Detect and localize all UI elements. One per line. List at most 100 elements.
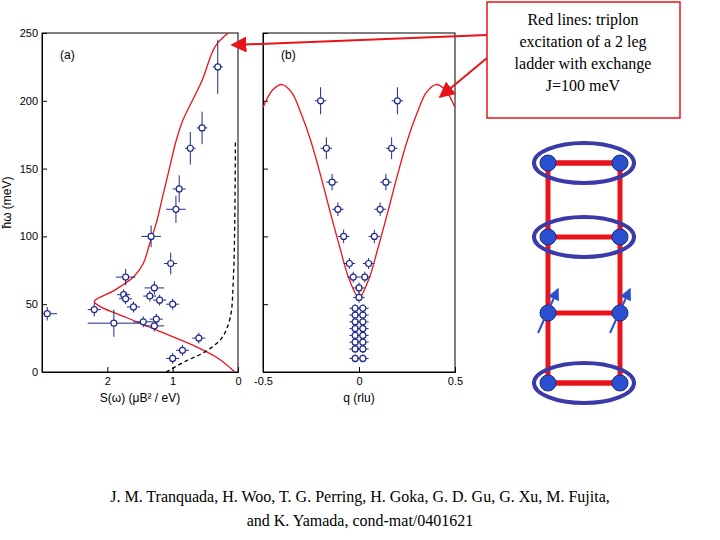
point: [360, 355, 366, 361]
x-axis-line: [264, 367, 456, 373]
x-axis-line: [43, 367, 239, 373]
point: [168, 261, 174, 267]
point: [179, 347, 185, 353]
line: [94, 33, 234, 372]
point: [356, 285, 362, 291]
y-axis-line: [43, 34, 48, 373]
point: [44, 311, 50, 317]
figure: 210050100150200250(a)S(ω) (μB² / eV)ħω (…: [0, 0, 720, 540]
y-tick-mark: [42, 101, 47, 102]
plot-frame: [42, 33, 238, 372]
callout-box: [487, 2, 680, 118]
point: [153, 316, 159, 322]
point: [157, 297, 163, 303]
point: [148, 233, 154, 239]
x-tick: 0: [235, 367, 241, 387]
point: [329, 179, 335, 185]
y-tick-mark: [263, 372, 268, 373]
point: [151, 285, 157, 291]
point: [356, 294, 362, 300]
point: [350, 274, 356, 280]
x-axis: -0.5 0 0.5: [254, 367, 463, 387]
y-tick-label: 250: [20, 27, 38, 39]
point: [360, 326, 366, 332]
ladder-diagram: [534, 143, 634, 403]
callout-arrow: [232, 35, 487, 45]
spin-site: [612, 229, 628, 245]
y-tick-mark: [42, 236, 47, 237]
x-tick-label: 0: [356, 375, 362, 387]
point: [362, 274, 368, 280]
spin-site: [540, 155, 556, 171]
x-tick-label: 2: [105, 375, 111, 387]
point: [360, 346, 366, 352]
plot-frame: [263, 33, 455, 372]
spin-arrow: [610, 289, 630, 333]
x-axis-title: q (rlu): [343, 391, 374, 405]
point: [389, 145, 395, 151]
point: [360, 312, 366, 318]
point: [323, 145, 329, 151]
panel-label: (a): [60, 48, 75, 62]
point: [196, 335, 202, 341]
plot-area: [42, 33, 235, 372]
point: [360, 305, 366, 311]
point: [173, 206, 179, 212]
point: [318, 98, 324, 104]
ladder-rung: [548, 381, 620, 386]
y-axis-title: ħω (meV): [0, 176, 14, 228]
y-tick: 100: [20, 230, 47, 242]
y-tick-mark: [263, 236, 268, 237]
point: [383, 179, 389, 185]
y-tick-mark: [263, 169, 268, 170]
point: [360, 319, 366, 325]
y-axis-line: [264, 34, 269, 373]
callout-text: ladder with exchange: [515, 55, 652, 73]
callout-text: Red lines: triplon: [527, 11, 638, 29]
point: [123, 296, 129, 302]
point: [341, 233, 347, 239]
y-tick: [263, 236, 268, 237]
y-tick-mark: [263, 33, 268, 34]
point: [377, 206, 383, 212]
point: [147, 293, 153, 299]
spin-site: [612, 155, 628, 171]
ladder-rung: [548, 235, 620, 240]
point: [394, 98, 400, 104]
point: [360, 339, 366, 345]
panel: -0.5 0 0.5 (b) q (rlu): [254, 33, 463, 405]
point: [371, 233, 377, 239]
y-tick: 150: [20, 163, 47, 175]
x-tick-label: -0.5: [254, 375, 273, 387]
point: [91, 307, 97, 313]
x-tick-label: 1: [170, 375, 176, 387]
callout-text: J=100 meV: [546, 77, 621, 94]
point: [176, 186, 182, 192]
ladder-frame: [548, 163, 620, 383]
y-tick: 50: [26, 298, 47, 310]
ladder-rung: [548, 161, 620, 166]
x-tick: 0.5: [448, 367, 463, 387]
point: [140, 319, 146, 325]
x-tick: 2: [105, 367, 111, 387]
y-tick-label: 50: [26, 298, 38, 310]
y-tick: 250: [20, 27, 47, 39]
scatter-series: [315, 87, 403, 362]
point: [111, 320, 117, 326]
x-tick-mark: [238, 367, 239, 372]
spin-site: [612, 375, 628, 391]
spin-site: [540, 375, 556, 391]
panel: 210050100150200250(a)S(ω) (μB² / eV)ħω (…: [0, 27, 242, 405]
x-tick-mark: [359, 367, 360, 372]
singlet-ellipse: [534, 363, 634, 403]
y-tick-mark: [42, 372, 47, 373]
point: [335, 206, 341, 212]
panel-label: (b): [281, 48, 296, 62]
y-tick: 200: [20, 95, 47, 107]
point: [346, 261, 352, 267]
y-axis: 050100150200250: [20, 27, 47, 378]
scatter-series: [42, 40, 223, 364]
singlet-ellipse: [534, 217, 634, 257]
citation: J. M. Tranquada, H. Woo, T. G. Perring, …: [110, 488, 610, 529]
y-axis: [263, 34, 268, 373]
